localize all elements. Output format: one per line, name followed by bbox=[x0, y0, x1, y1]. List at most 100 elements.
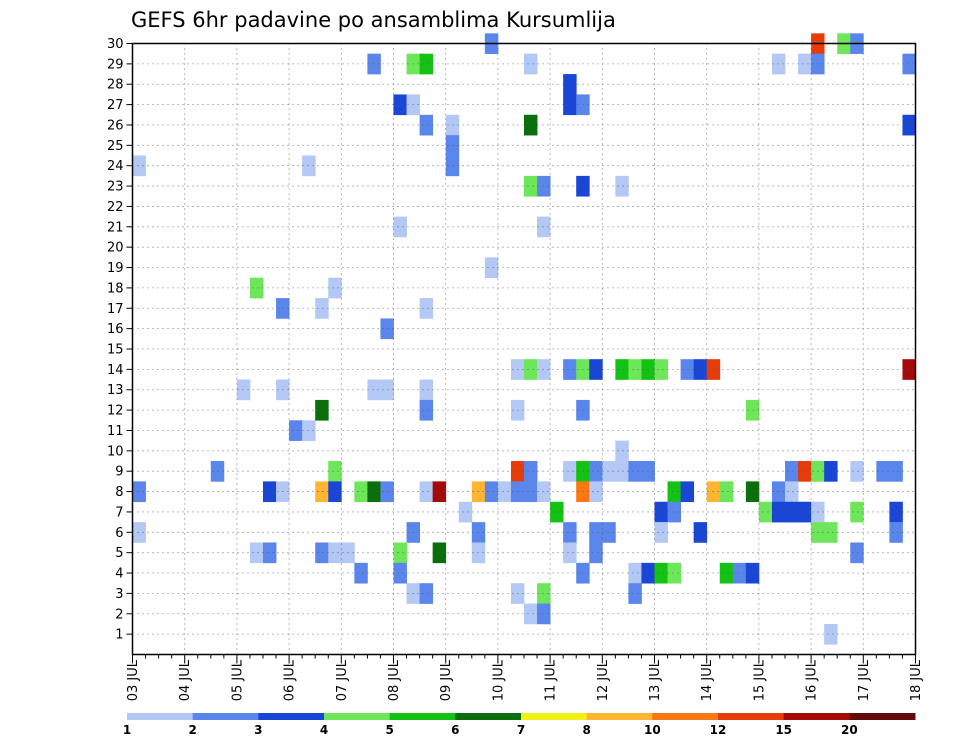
precip-cell bbox=[758, 501, 773, 523]
precip-cell bbox=[524, 461, 538, 482]
precip-cell bbox=[524, 114, 538, 136]
colorbar-label: 7 bbox=[517, 723, 525, 737]
precip-cell bbox=[537, 481, 551, 503]
y-tick-label: 22 bbox=[107, 200, 124, 215]
x-tick-label: 10 JUL bbox=[491, 659, 506, 701]
x-tick-label: 18 JUL bbox=[909, 659, 924, 701]
precip-cell bbox=[602, 461, 616, 482]
precip-cell bbox=[367, 53, 381, 75]
precip-cell bbox=[902, 53, 916, 75]
precip-cell bbox=[889, 501, 903, 523]
precip-cell bbox=[537, 359, 551, 380]
colorbar-label: 2 bbox=[188, 723, 196, 737]
precip-cell bbox=[589, 359, 603, 380]
x-tick-label: 03 JUL bbox=[126, 659, 141, 701]
y-tick-label: 3 bbox=[115, 587, 123, 602]
precip-cell bbox=[419, 399, 434, 421]
precip-cell bbox=[380, 318, 394, 340]
precip-cell bbox=[537, 216, 551, 238]
precip-cell bbox=[615, 359, 629, 380]
colorbar-label: 20 bbox=[841, 723, 858, 737]
precip-cell bbox=[889, 461, 903, 482]
precip-cell bbox=[719, 562, 734, 584]
y-tick-label: 27 bbox=[107, 98, 124, 113]
precip-cell bbox=[393, 94, 407, 116]
precip-cell bbox=[589, 461, 603, 482]
precip-cell bbox=[419, 53, 434, 75]
precip-cell bbox=[354, 481, 368, 503]
precip-cell bbox=[524, 359, 538, 380]
y-tick-label: 6 bbox=[115, 526, 123, 541]
precip-cell bbox=[302, 155, 316, 177]
precip-cell bbox=[537, 603, 551, 625]
x-tick-label: 04 JUL bbox=[178, 659, 193, 701]
precip-cell bbox=[132, 481, 146, 503]
precip-cell bbox=[667, 501, 681, 523]
x-tick-label: 11 JUL bbox=[544, 659, 559, 701]
precip-cell bbox=[563, 94, 577, 116]
precip-cell bbox=[680, 359, 695, 380]
precip-cell bbox=[328, 461, 342, 482]
precip-cell bbox=[680, 481, 695, 503]
precip-cell bbox=[889, 522, 903, 543]
precip-cell bbox=[315, 298, 329, 319]
precip-cell bbox=[589, 522, 603, 543]
x-tick-label: 05 JUL bbox=[230, 659, 245, 701]
x-tick-label: 09 JUL bbox=[439, 659, 454, 701]
precip-cell bbox=[771, 481, 786, 503]
precip-cell bbox=[824, 461, 838, 482]
precip-cell bbox=[667, 562, 681, 584]
precip-cell bbox=[445, 155, 460, 177]
y-tick-label: 5 bbox=[115, 546, 123, 561]
precip-cell bbox=[419, 298, 434, 319]
colorbar-label: 1 bbox=[123, 723, 131, 737]
precip-cell bbox=[484, 481, 499, 503]
precip-cell bbox=[328, 542, 342, 564]
colorbar-segment bbox=[389, 713, 456, 720]
precip-cell bbox=[798, 501, 812, 523]
precip-cell bbox=[667, 481, 681, 503]
y-tick-label: 23 bbox=[107, 180, 124, 195]
precip-cell bbox=[354, 562, 368, 584]
precip-cell bbox=[328, 277, 342, 299]
y-tick-label: 30 bbox=[107, 37, 124, 52]
x-axis: 03 JUL 04 JUL 05 JUL 06 JUL 07 JUL 08 JUL 09 J… bbox=[126, 654, 924, 701]
colorbar-label: 15 bbox=[775, 723, 792, 737]
precip-cell bbox=[419, 114, 434, 136]
y-tick-label: 12 bbox=[107, 404, 124, 419]
precip-cell bbox=[563, 461, 577, 482]
precip-cell bbox=[654, 562, 668, 584]
precip-cell bbox=[393, 216, 407, 238]
precip-cell bbox=[563, 522, 577, 543]
precip-cell bbox=[432, 481, 447, 503]
precip-cell bbox=[615, 461, 629, 482]
precip-cell bbox=[419, 379, 434, 401]
precip-cell bbox=[785, 481, 799, 503]
chart-title: GEFS 6hr padavine po ansamblima Kursumli… bbox=[131, 8, 616, 32]
precip-cell bbox=[458, 501, 473, 523]
precip-cell bbox=[824, 522, 838, 543]
colorbar-label: 4 bbox=[320, 723, 328, 737]
precip-cell bbox=[524, 53, 538, 75]
precip-cell bbox=[524, 481, 538, 503]
precip-cell bbox=[393, 562, 407, 584]
precip-cell bbox=[654, 501, 668, 523]
precip-cell bbox=[537, 583, 551, 604]
precip-cell bbox=[563, 74, 577, 95]
precip-cell bbox=[432, 542, 447, 564]
y-tick-label: 18 bbox=[107, 281, 124, 296]
precip-cell bbox=[380, 481, 394, 503]
precip-cell bbox=[367, 379, 381, 401]
precip-cell bbox=[328, 481, 342, 503]
x-tick-label: 13 JUL bbox=[648, 659, 663, 701]
colorbar-label: 5 bbox=[385, 723, 393, 737]
y-tick-label: 7 bbox=[115, 505, 123, 520]
colorbar-segment bbox=[849, 713, 916, 720]
colorbar-segment bbox=[783, 713, 850, 720]
x-tick-label: 14 JUL bbox=[700, 659, 715, 701]
precip-cell bbox=[484, 257, 499, 279]
precip-cell bbox=[628, 583, 642, 604]
precip-cell bbox=[693, 522, 708, 543]
precip-cell bbox=[550, 501, 564, 523]
